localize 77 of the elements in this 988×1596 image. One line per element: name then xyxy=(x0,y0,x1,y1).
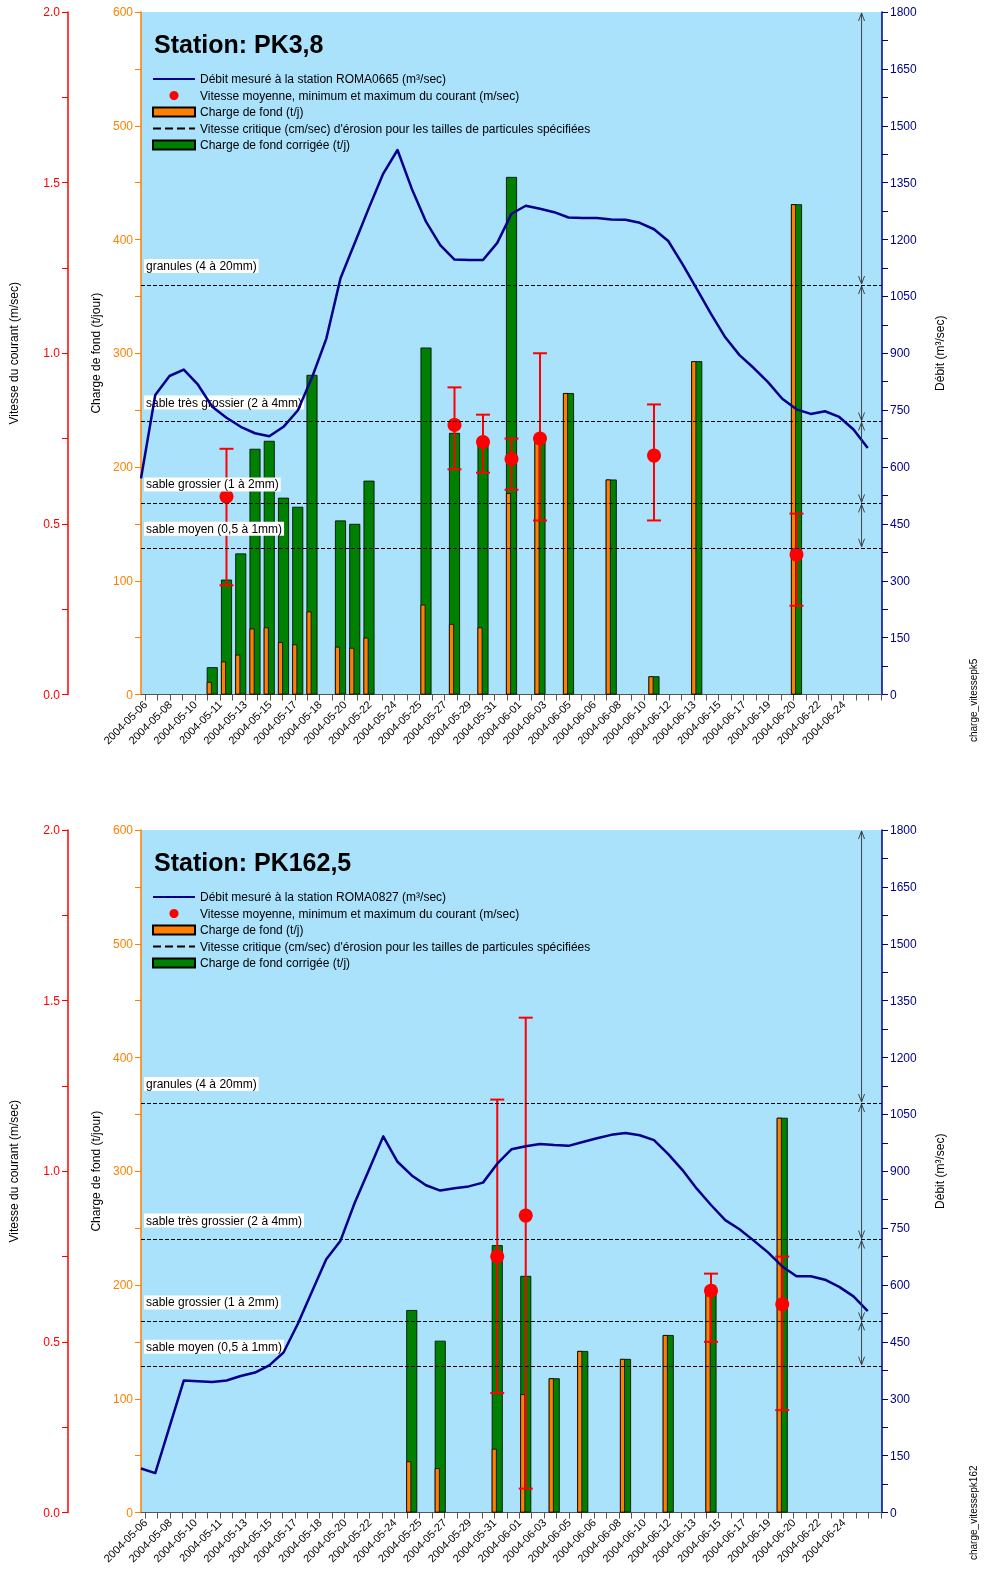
y-tick-label: 300 xyxy=(112,346,134,361)
y-tick-label: 600 xyxy=(112,823,134,837)
ref-line-label: sable très grossier (2 à 4mm) xyxy=(146,1213,303,1228)
y3-tick-label: 0 xyxy=(890,687,897,702)
y-tick-label: 400 xyxy=(112,1050,134,1065)
y2-tick-label: 1.5 xyxy=(43,993,61,1008)
text: Station: PK3,8 xyxy=(154,29,324,58)
y3-tick-label: 1200 xyxy=(890,1050,918,1065)
y3-tick-label: 300 xyxy=(890,573,911,588)
y3-tick-label: 1650 xyxy=(890,879,918,894)
y-tick-label: 400 xyxy=(112,232,134,247)
y-tick-label: 100 xyxy=(112,573,134,588)
y3-tick-label: 900 xyxy=(890,1164,911,1179)
y3-tick-label: 1200 xyxy=(890,232,918,247)
legend-label: Débit mesuré à la station ROMA0827 (m³/sec) xyxy=(200,890,447,904)
y3-tick-label: 900 xyxy=(890,346,911,361)
y3-tick-label: 1050 xyxy=(890,289,918,304)
y2-axis-title: Vitesse du courant (m/sec) xyxy=(7,281,21,425)
legend-label: Vitesse critique (cm/sec) d'érosion pour les tailles de particules spécifiées xyxy=(200,121,591,136)
legend-label: Vitesse moyenne, minimum et maximum du courant (m/sec) xyxy=(200,906,520,921)
y-tick-label: 0 xyxy=(126,687,134,702)
legend-label: Vitesse moyenne, minimum et maximum du courant (m/sec) xyxy=(200,88,520,103)
ref-line-label: granules (4 à 20mm) xyxy=(146,1077,257,1091)
legend-label: Charge de fond (t/j) xyxy=(200,923,304,937)
text: Station: PK162,5 xyxy=(154,847,352,876)
y-tick-label: 100 xyxy=(112,1391,134,1406)
y3-tick-label: 600 xyxy=(890,1278,911,1292)
y-tick-label: 600 xyxy=(112,5,134,19)
y3-tick-label: 450 xyxy=(890,516,911,531)
y2-tick-label: 0.5 xyxy=(43,1334,61,1349)
y3-tick-label: 600 xyxy=(890,460,911,474)
y-tick-label: 500 xyxy=(112,118,134,133)
y3-tick-label: 1800 xyxy=(890,823,918,837)
text: charge_vitessepk162 xyxy=(967,1465,979,1560)
y2-tick-label: 1.5 xyxy=(43,175,61,190)
ref-line-label: granules (4 à 20mm) xyxy=(146,259,257,273)
ref-line-label: sable moyen (0,5 à 1mm) xyxy=(146,521,283,536)
text: charge_vitessepk5 xyxy=(967,658,979,742)
y3-tick-label: 300 xyxy=(890,1391,911,1406)
legend-label: Vitesse critique (cm/sec) d'érosion pour les tailles de particules spécifiées xyxy=(200,939,591,954)
y2-axis-title: Vitesse du courant (m/sec) xyxy=(7,1099,21,1243)
y-tick-label: 300 xyxy=(112,1164,134,1179)
y-axis-title: Charge de fond (t/jour) xyxy=(89,292,104,414)
y3-tick-label: 1350 xyxy=(890,175,918,190)
y3-tick-label: 150 xyxy=(890,630,911,645)
y3-tick-label: 1650 xyxy=(890,61,918,76)
y2-tick-label: 2.0 xyxy=(43,5,61,19)
y3-axis-title: Débit (m³/sec) xyxy=(933,315,947,391)
y3-tick-label: 1500 xyxy=(890,118,918,133)
legend-label: Charge de fond corrigée (t/j) xyxy=(200,138,351,152)
y-tick-label: 0 xyxy=(126,1505,134,1520)
y2-tick-label: 1.0 xyxy=(43,346,61,361)
ref-line-label: sable grossier (1 à 2mm) xyxy=(146,1295,279,1310)
y3-axis-title: Débit (m³/sec) xyxy=(933,1133,947,1209)
y3-tick-label: 750 xyxy=(890,1221,911,1236)
y3-tick-label: 1350 xyxy=(890,993,918,1008)
y3-tick-label: 1050 xyxy=(890,1107,918,1122)
y3-tick-label: 750 xyxy=(890,403,911,418)
ref-line-label: sable moyen (0,5 à 1mm) xyxy=(146,1339,283,1354)
y-tick-label: 500 xyxy=(112,936,134,951)
y3-tick-label: 1500 xyxy=(890,936,918,951)
y-tick-label: 200 xyxy=(112,1278,134,1292)
y3-tick-label: 150 xyxy=(890,1448,911,1463)
y3-tick-label: 1800 xyxy=(890,5,918,19)
y3-tick-label: 0 xyxy=(890,1505,897,1520)
y2-tick-label: 1.0 xyxy=(43,1164,61,1179)
legend-label: Charge de fond (t/j) xyxy=(200,105,304,119)
legend-label: Débit mesuré à la station ROMA0665 (m³/sec) xyxy=(200,72,447,86)
y2-tick-label: 2.0 xyxy=(43,823,61,837)
y-tick-label: 200 xyxy=(112,460,134,474)
legend-label: Charge de fond corrigée (t/j) xyxy=(200,956,351,970)
y2-tick-label: 0.0 xyxy=(43,687,61,702)
y-axis-title: Charge de fond (t/jour) xyxy=(89,1110,104,1232)
y2-tick-label: 0.0 xyxy=(43,1505,61,1520)
y2-tick-label: 0.5 xyxy=(43,516,61,531)
y3-tick-label: 450 xyxy=(890,1334,911,1349)
ref-line-label: sable grossier (1 à 2mm) xyxy=(146,477,279,492)
